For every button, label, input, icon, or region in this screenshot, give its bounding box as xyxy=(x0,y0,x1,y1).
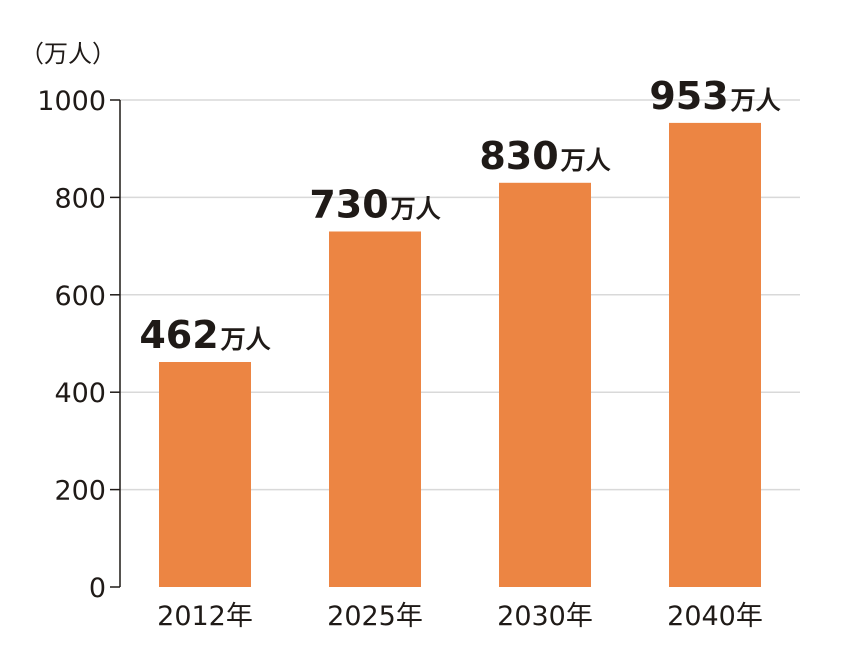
data-label-value: 830 xyxy=(479,134,558,178)
bar xyxy=(329,231,421,588)
x-tick-labels: 2012年 2025年 2030年 2040年 xyxy=(157,601,763,632)
x-tick-label: 2030年 xyxy=(497,601,593,632)
data-label: 730万人 xyxy=(309,182,440,226)
bar xyxy=(159,362,251,587)
data-label-value: 462 xyxy=(139,313,218,357)
data-label-unit: 万人 xyxy=(561,146,611,175)
y-unit-label: （万人） xyxy=(20,40,116,68)
y-tick-label: 800 xyxy=(54,183,106,214)
axes xyxy=(110,99,121,588)
data-label-value: 730 xyxy=(309,182,388,226)
data-label-unit: 万人 xyxy=(731,86,781,115)
data-label: 830万人 xyxy=(479,134,610,178)
x-tick-label: 2012年 xyxy=(157,601,253,632)
data-label-unit: 万人 xyxy=(391,194,441,223)
y-tick-label: 0 xyxy=(89,573,106,604)
data-label-unit: 万人 xyxy=(221,325,271,354)
bars xyxy=(159,122,761,588)
data-label-value: 953 xyxy=(649,74,728,118)
y-tick-label: 200 xyxy=(54,476,106,507)
x-tick-label: 2025年 xyxy=(327,601,423,632)
data-label: 953万人 xyxy=(649,74,780,118)
y-tick-label: 600 xyxy=(54,281,106,312)
bar xyxy=(669,122,761,587)
y-tick-label: 1000 xyxy=(37,86,106,117)
data-label: 462万人 xyxy=(139,313,270,357)
y-tick-label: 400 xyxy=(54,378,106,409)
bar xyxy=(499,182,591,588)
y-tick-labels: 0 200 400 600 800 1000 xyxy=(37,86,106,604)
x-tick-label: 2040年 xyxy=(667,601,763,632)
